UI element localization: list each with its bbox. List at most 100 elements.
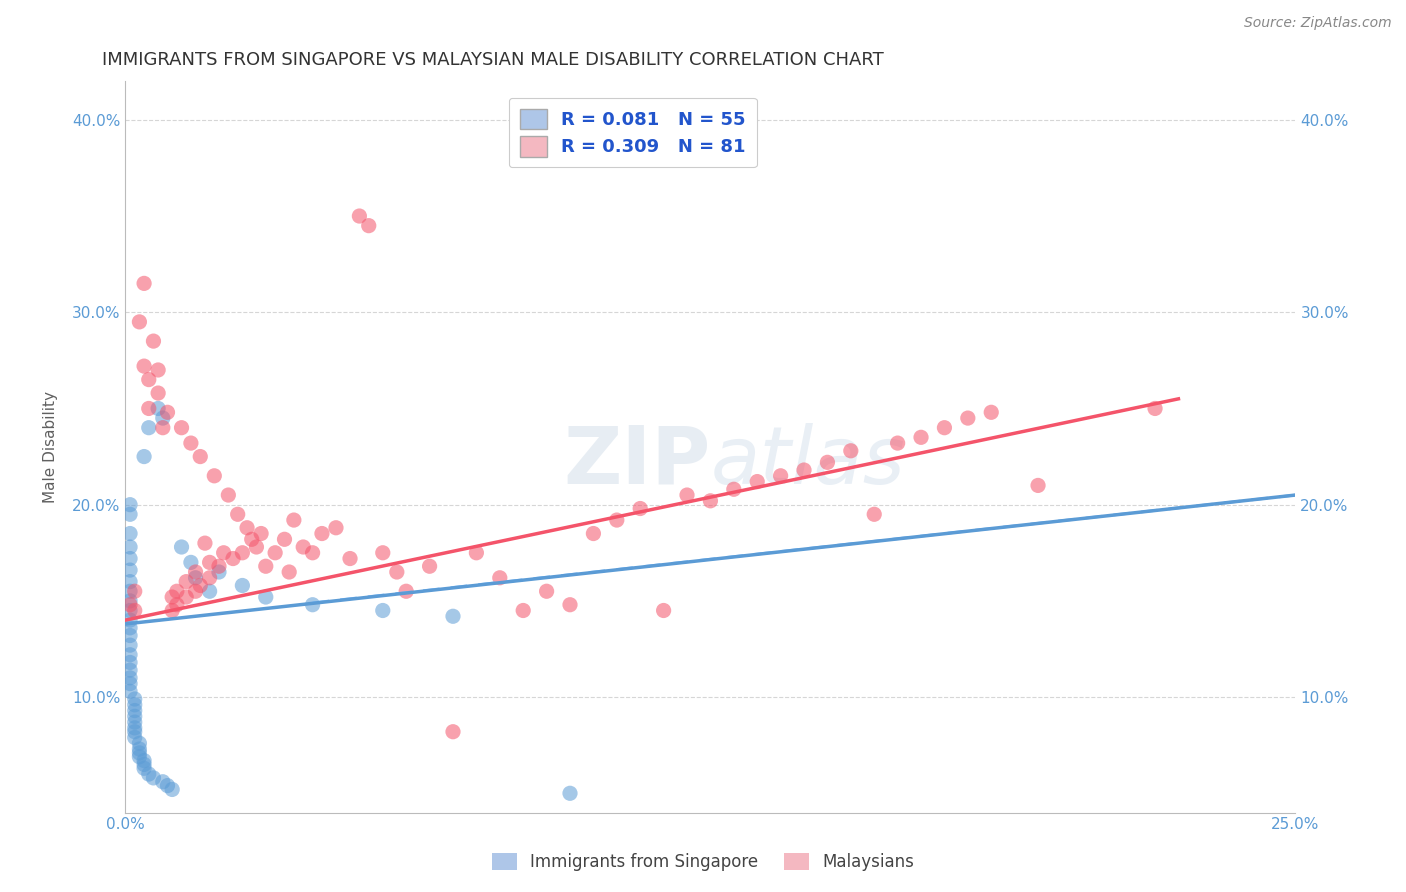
Point	[132, 359, 155, 373]
Text: IMMIGRANTS FROM SINGAPORE VS MALAYSIAN MALE DISABILITY CORRELATION CHART: IMMIGRANTS FROM SINGAPORE VS MALAYSIAN M…	[103, 51, 884, 69]
Point	[160, 590, 183, 604]
Point	[142, 771, 165, 785]
Point	[886, 436, 908, 450]
Point	[128, 742, 150, 756]
Point	[138, 420, 160, 434]
Point	[118, 598, 141, 612]
Point	[118, 603, 141, 617]
Point	[152, 411, 174, 425]
Point	[839, 443, 862, 458]
Point	[118, 551, 141, 566]
Point	[349, 209, 371, 223]
Point	[118, 563, 141, 577]
Point	[301, 546, 323, 560]
Point	[118, 663, 141, 677]
Point	[628, 501, 651, 516]
Point	[198, 555, 221, 569]
Point	[132, 277, 155, 291]
Point	[166, 598, 188, 612]
Point	[208, 565, 231, 579]
Point	[395, 584, 418, 599]
Point	[124, 704, 146, 718]
Text: atlas: atlas	[710, 423, 905, 500]
Point	[910, 430, 932, 444]
Point	[371, 546, 394, 560]
Point	[245, 540, 267, 554]
Point	[124, 698, 146, 712]
Point	[180, 436, 202, 450]
Point	[934, 420, 956, 434]
Point	[264, 546, 287, 560]
Point	[240, 533, 263, 547]
Point	[152, 774, 174, 789]
Point	[118, 638, 141, 652]
Point	[188, 578, 211, 592]
Point	[118, 574, 141, 589]
Point	[512, 603, 534, 617]
Point	[118, 684, 141, 698]
Point	[188, 450, 211, 464]
Point	[170, 540, 193, 554]
Point	[292, 540, 315, 554]
Point	[723, 483, 745, 497]
Point	[132, 761, 155, 775]
Point	[156, 405, 179, 419]
Point	[118, 526, 141, 541]
Point	[174, 574, 197, 589]
Point	[118, 671, 141, 685]
Point	[202, 468, 225, 483]
Point	[180, 555, 202, 569]
Point	[156, 779, 179, 793]
Point	[118, 613, 141, 627]
Point	[170, 420, 193, 434]
Point	[124, 715, 146, 730]
Point	[558, 786, 581, 800]
Point	[124, 584, 146, 599]
Point	[138, 767, 160, 781]
Point	[146, 363, 169, 377]
Point	[863, 508, 886, 522]
Point	[166, 584, 188, 599]
Point	[536, 584, 558, 599]
Point	[385, 565, 408, 579]
Point	[769, 468, 792, 483]
Point	[254, 559, 277, 574]
Point	[118, 656, 141, 670]
Point	[160, 782, 183, 797]
Point	[231, 578, 253, 592]
Point	[465, 546, 488, 560]
Point	[212, 546, 235, 560]
Point	[124, 692, 146, 706]
Point	[226, 508, 249, 522]
Text: ZIP: ZIP	[564, 423, 710, 500]
Point	[184, 584, 207, 599]
Point	[606, 513, 628, 527]
Point	[118, 621, 141, 635]
Point	[128, 746, 150, 760]
Point	[222, 551, 245, 566]
Point	[793, 463, 815, 477]
Point	[231, 546, 253, 560]
Point	[194, 536, 217, 550]
Point	[278, 565, 301, 579]
Point	[311, 526, 333, 541]
Point	[419, 559, 441, 574]
Point	[1026, 478, 1049, 492]
Point	[371, 603, 394, 617]
Point	[339, 551, 361, 566]
Point	[146, 386, 169, 401]
Point	[441, 724, 464, 739]
Legend: R = 0.081   N = 55, R = 0.309   N = 81: R = 0.081 N = 55, R = 0.309 N = 81	[509, 98, 756, 168]
Point	[124, 709, 146, 723]
Y-axis label: Male Disability: Male Disability	[44, 391, 58, 503]
Point	[198, 584, 221, 599]
Point	[118, 498, 141, 512]
Point	[441, 609, 464, 624]
Point	[980, 405, 1002, 419]
Point	[325, 521, 347, 535]
Point	[128, 315, 150, 329]
Point	[118, 508, 141, 522]
Point	[273, 533, 295, 547]
Point	[236, 521, 259, 535]
Point	[174, 590, 197, 604]
